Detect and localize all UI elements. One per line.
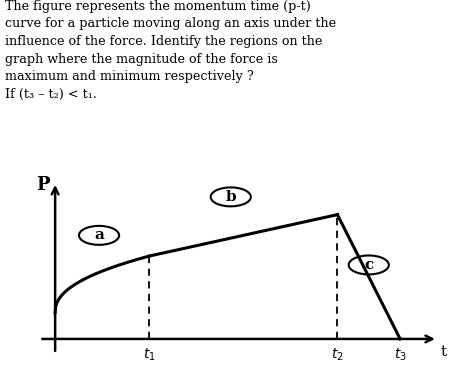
Text: t: t xyxy=(441,345,447,359)
Text: The figure represents the momentum time (p-t)
curve for a particle moving along : The figure represents the momentum time … xyxy=(5,0,336,101)
Text: c: c xyxy=(364,258,374,272)
Text: $t_3$: $t_3$ xyxy=(394,346,407,363)
Text: b: b xyxy=(226,190,236,204)
Text: $t_1$: $t_1$ xyxy=(143,346,155,363)
Text: P: P xyxy=(36,176,49,194)
Text: a: a xyxy=(94,228,104,242)
Text: $t_2$: $t_2$ xyxy=(331,346,344,363)
